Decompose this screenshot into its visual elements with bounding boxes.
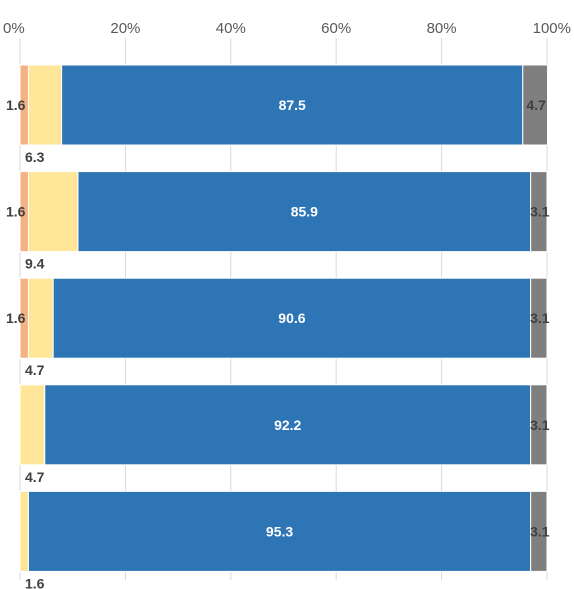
x-tick-label: 0% <box>3 20 25 37</box>
data-label-r3-s3: 90.6 <box>278 310 305 326</box>
data-label-r4-s4: 3.1 <box>530 417 550 433</box>
x-tick-label: 60% <box>321 20 351 37</box>
data-label-r2-s2: 9.4 <box>25 256 45 272</box>
data-label-r4-s3: 92.2 <box>274 417 301 433</box>
bar-segment-r5-s3 <box>27 490 532 572</box>
bar-segment-r5-s2 <box>19 490 29 572</box>
bar-segment-r4-s3 <box>44 384 532 466</box>
data-label-r3-s1: 1.6 <box>6 310 26 326</box>
bar-segment-r1-s3 <box>61 64 524 146</box>
data-label-r2-s4: 3.1 <box>530 204 550 220</box>
x-axis-tick-labels: 0% 20% 40% 60% 80% 100% <box>3 20 571 37</box>
data-label-r5-s4: 3.1 <box>530 523 550 539</box>
bar-segment-r2-s3 <box>77 171 532 253</box>
data-label-r3-s4: 3.1 <box>530 310 550 326</box>
bar-segment-r3-s2 <box>27 277 54 359</box>
data-label-r1-s3: 87.5 <box>279 97 306 113</box>
bar-segment-r3-s3 <box>52 277 532 359</box>
data-labels: 1.6 6.3 87.5 4.7 1.6 9.4 85.9 3.1 1.6 4.7 90.6 3.1 4… <box>6 97 550 589</box>
data-label-r5-s3: 95.3 <box>266 523 293 539</box>
bar-segment-r2-s4 <box>530 171 548 253</box>
bar-segment-r4-s4 <box>530 384 548 466</box>
x-tick-label: 40% <box>216 20 246 37</box>
data-label-r5-s2: 1.6 <box>25 575 45 589</box>
x-tick-label: 20% <box>110 20 140 37</box>
data-label-r1-s4: 4.7 <box>526 97 546 113</box>
data-label-r3-s2: 4.7 <box>25 362 45 378</box>
bar-segment-r5-s4 <box>530 490 548 572</box>
bar-segment-r4-s2 <box>19 384 46 466</box>
bar-segments <box>19 64 549 572</box>
x-tick-label: 100% <box>533 20 571 37</box>
data-label-r2-s3: 85.9 <box>291 204 318 220</box>
bar-segment-r3-s4 <box>530 277 548 359</box>
bar-segment-r1-s2 <box>27 64 63 146</box>
bar-segment-r1-s4 <box>522 64 549 146</box>
data-label-r4-s2: 4.7 <box>25 469 45 485</box>
x-tick-label: 80% <box>427 20 457 37</box>
bar-segment-r2-s2 <box>27 171 79 253</box>
data-label-r1-s1: 1.6 <box>6 97 26 113</box>
data-label-r1-s2: 6.3 <box>25 149 45 165</box>
data-label-r2-s1: 1.6 <box>6 204 26 220</box>
